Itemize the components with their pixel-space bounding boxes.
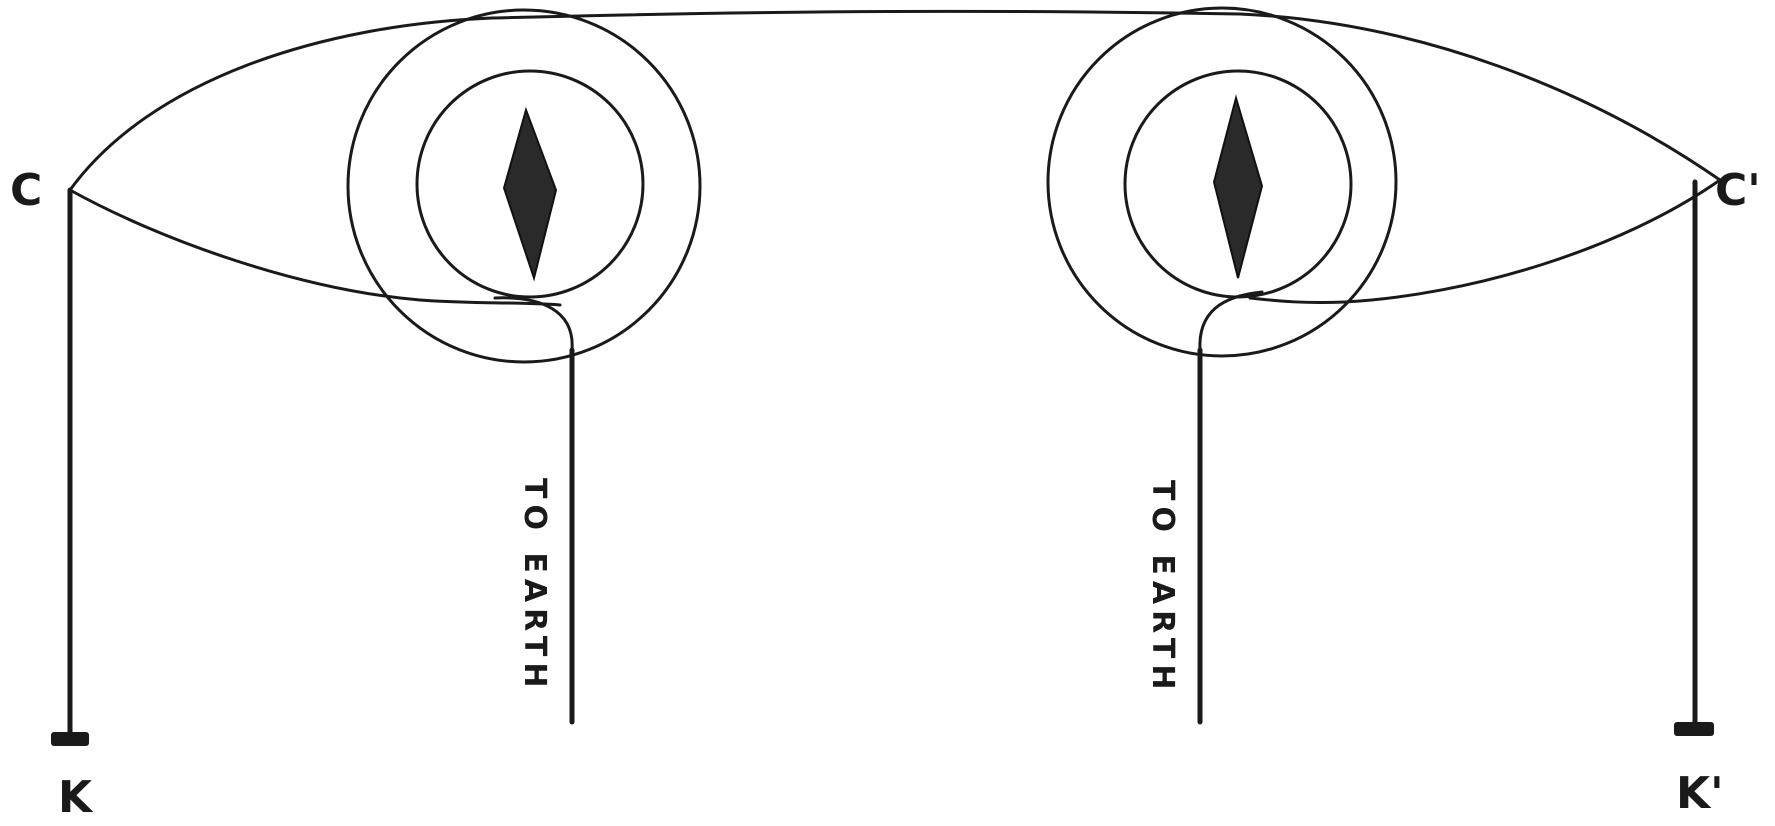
left-coil-upper-arc <box>68 16 494 192</box>
left-galvanometer <box>346 8 702 364</box>
left-coil-lower-arc <box>68 188 562 307</box>
label-c: C <box>10 165 42 216</box>
right-earth-hook <box>1198 290 1264 352</box>
label-k-prime: K' <box>1676 768 1724 819</box>
left-terminal-block <box>51 732 89 746</box>
left-compass-needle-icon <box>502 106 558 282</box>
left-galvanometer-inner-ring <box>415 69 645 299</box>
right-coil-lower-arc <box>1248 178 1722 305</box>
right-compass-needle-icon <box>1212 94 1264 279</box>
right-to-earth-label: TO EARTH <box>1145 480 1180 695</box>
right-galvanometer-outer-ring <box>1046 6 1398 358</box>
right-galvanometer <box>1046 6 1398 358</box>
left-to-earth-label: TO EARTH <box>517 478 552 693</box>
label-k: K <box>58 772 94 823</box>
label-c-prime: C' <box>1715 165 1761 216</box>
right-coil-upper-arc <box>1238 12 1722 182</box>
left-earth-hook <box>493 296 574 352</box>
top-connecting-wire <box>490 9 1242 20</box>
right-terminal-block <box>1674 722 1714 736</box>
left-galvanometer-outer-ring <box>346 8 702 364</box>
